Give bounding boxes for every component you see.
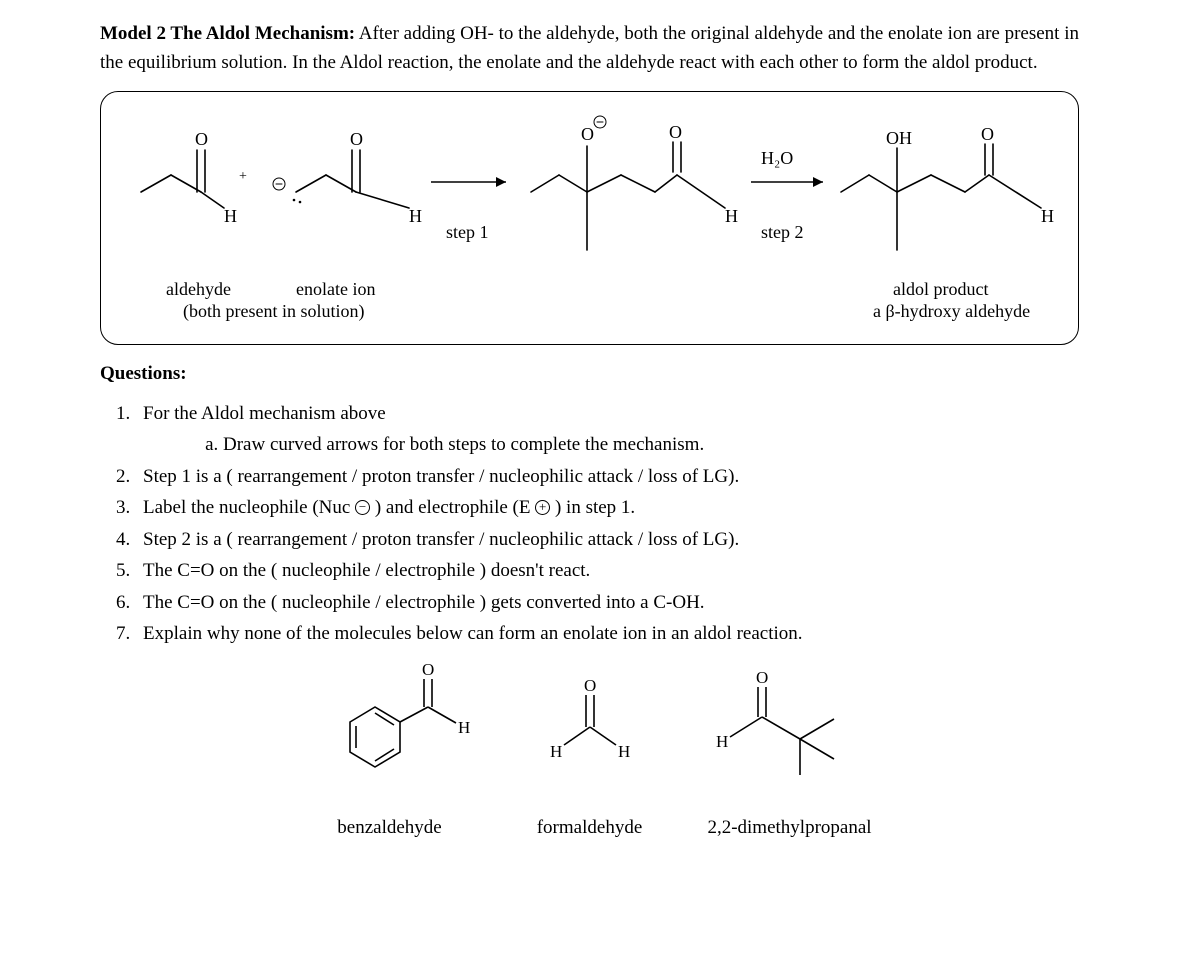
- plus-icon: +: [535, 500, 550, 515]
- question-3: Label the nucleophile (Nuc − ) and elect…: [135, 493, 1069, 522]
- question-1a: Draw curved arrows for both steps to com…: [223, 430, 1069, 459]
- svg-text:a β-hydroxy aldehyde: a β-hydroxy aldehyde: [873, 301, 1030, 321]
- svg-text:O: O: [756, 668, 768, 687]
- svg-text:H: H: [409, 206, 422, 226]
- svg-text:H₂O: H₂O: [761, 148, 793, 168]
- benzaldehyde-label: benzaldehyde: [290, 817, 490, 839]
- question-4: Step 2 is a ( rearrangement / proton tra…: [135, 525, 1069, 554]
- svg-text:H: H: [725, 206, 738, 226]
- svg-text:O: O: [350, 129, 363, 149]
- svg-text:aldol product: aldol product: [893, 279, 988, 299]
- svg-text:step 1: step 1: [446, 222, 489, 242]
- question-6: The C=O on the ( nucleophile / electroph…: [135, 588, 1069, 617]
- dimethylpropanal-label: 2,2-dimethylpropanal: [690, 817, 890, 839]
- svg-text:H: H: [618, 742, 630, 761]
- questions-heading: Questions:: [100, 363, 1079, 385]
- svg-text:H: H: [550, 742, 562, 761]
- svg-text:H: H: [458, 718, 470, 737]
- svg-text:O: O: [584, 676, 596, 695]
- mechanism-box: O H + O: [100, 91, 1079, 345]
- svg-text:H: H: [1041, 206, 1054, 226]
- svg-text:O: O: [581, 124, 594, 144]
- svg-text:O: O: [195, 129, 208, 149]
- svg-text:+: +: [239, 169, 247, 184]
- dimethylpropanal-cell: O H 2,2-dimethylpropanal: [690, 657, 890, 839]
- svg-text:H: H: [716, 732, 728, 751]
- intro-title: Model 2 The Aldol Mechanism:: [100, 23, 355, 44]
- formaldehyde-structure: O H H: [520, 657, 660, 807]
- question-2: Step 1 is a ( rearrangement / proton tra…: [135, 462, 1069, 491]
- question-1: For the Aldol mechanism above Draw curve…: [135, 399, 1069, 460]
- model-intro: Model 2 The Aldol Mechanism: After addin…: [100, 20, 1079, 77]
- dimethylpropanal-structure: O H: [690, 657, 890, 807]
- svg-text:step 2: step 2: [761, 222, 804, 242]
- minus-icon: −: [355, 500, 370, 515]
- svg-text:O: O: [981, 124, 994, 144]
- svg-text:OH: OH: [886, 128, 912, 148]
- formaldehyde-cell: O H H formaldehyde: [520, 657, 660, 839]
- svg-text:(both present in solution): (both present in solution): [183, 301, 364, 322]
- svg-text:O: O: [669, 122, 682, 142]
- question-7: Explain why none of the molecules below …: [135, 619, 1069, 648]
- svg-text:H: H: [224, 206, 237, 226]
- svg-text:enolate ion: enolate ion: [296, 279, 375, 299]
- mechanism-diagram: O H + O: [111, 100, 1071, 330]
- benzaldehyde-cell: O H benzaldehyde: [290, 657, 490, 839]
- questions-list: For the Aldol mechanism above Draw curve…: [135, 399, 1069, 649]
- formaldehyde-label: formaldehyde: [520, 817, 660, 839]
- molecule-row: O H benzaldehyde O H H formaldehyde: [40, 657, 1139, 839]
- svg-text:O: O: [422, 660, 434, 679]
- question-5: The C=O on the ( nucleophile / electroph…: [135, 556, 1069, 585]
- benzaldehyde-structure: O H: [290, 657, 490, 807]
- svg-text:aldehyde: aldehyde: [166, 279, 231, 299]
